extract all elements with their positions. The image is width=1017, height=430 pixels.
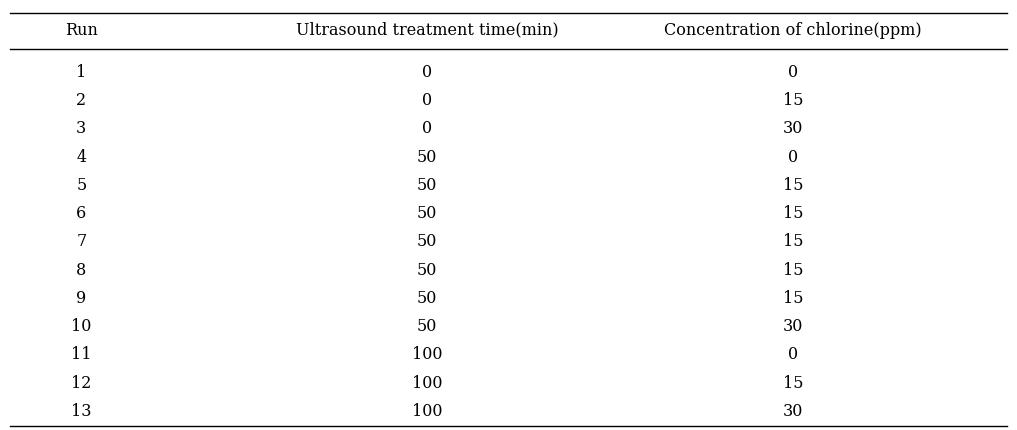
Text: 15: 15 <box>783 92 803 109</box>
Text: 11: 11 <box>71 347 92 363</box>
Text: 30: 30 <box>783 318 803 335</box>
Text: 0: 0 <box>422 120 432 137</box>
Text: 50: 50 <box>417 318 437 335</box>
Text: 0: 0 <box>422 64 432 81</box>
Text: 9: 9 <box>76 290 86 307</box>
Text: Ultrasound treatment time(min): Ultrasound treatment time(min) <box>296 22 558 39</box>
Text: 50: 50 <box>417 177 437 194</box>
Text: 0: 0 <box>788 347 798 363</box>
Text: 30: 30 <box>783 403 803 420</box>
Text: Concentration of chlorine(ppm): Concentration of chlorine(ppm) <box>664 22 922 39</box>
Text: 100: 100 <box>412 347 442 363</box>
Text: 50: 50 <box>417 262 437 279</box>
Text: 4: 4 <box>76 148 86 166</box>
Text: 50: 50 <box>417 233 437 250</box>
Text: 100: 100 <box>412 403 442 420</box>
Text: 15: 15 <box>783 290 803 307</box>
Text: 8: 8 <box>76 262 86 279</box>
Text: 3: 3 <box>76 120 86 137</box>
Text: 13: 13 <box>71 403 92 420</box>
Text: 15: 15 <box>783 262 803 279</box>
Text: 15: 15 <box>783 233 803 250</box>
Text: 50: 50 <box>417 205 437 222</box>
Text: 0: 0 <box>788 148 798 166</box>
Text: 1: 1 <box>76 64 86 81</box>
Text: 6: 6 <box>76 205 86 222</box>
Text: 15: 15 <box>783 177 803 194</box>
Text: Run: Run <box>65 22 98 39</box>
Text: 2: 2 <box>76 92 86 109</box>
Text: 30: 30 <box>783 120 803 137</box>
Text: 5: 5 <box>76 177 86 194</box>
Text: 0: 0 <box>422 92 432 109</box>
Text: 10: 10 <box>71 318 92 335</box>
Text: 100: 100 <box>412 375 442 392</box>
Text: 7: 7 <box>76 233 86 250</box>
Text: 50: 50 <box>417 148 437 166</box>
Text: 12: 12 <box>71 375 92 392</box>
Text: 15: 15 <box>783 375 803 392</box>
Text: 15: 15 <box>783 205 803 222</box>
Text: 50: 50 <box>417 290 437 307</box>
Text: 0: 0 <box>788 64 798 81</box>
